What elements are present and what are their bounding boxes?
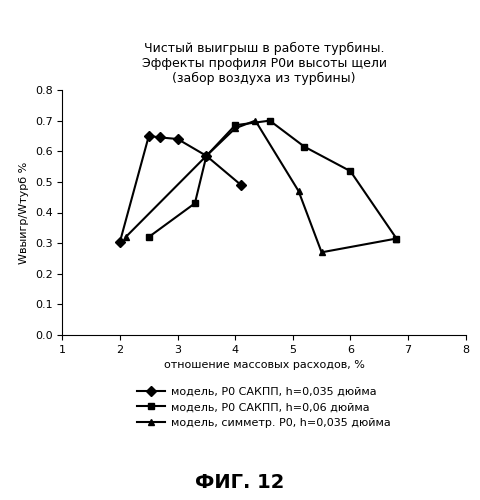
Line: модель, симметр. Р0, h=0,035 дюйма: модель, симметр. Р0, h=0,035 дюйма — [122, 117, 400, 256]
Line: модель, Р0 САКПП, h=0,06 дюйма: модель, Р0 САКПП, h=0,06 дюйма — [145, 117, 400, 242]
Line: модель, Р0 САКПП, h=0,035 дюйма: модель, Р0 САКПП, h=0,035 дюйма — [117, 132, 244, 245]
модель, симметр. Р0, h=0,035 дюйма — [232, 126, 238, 132]
модель, Р0 САКПП, h=0,035 дюйма — [175, 136, 180, 142]
модель, симметр. Р0, h=0,035 дюйма — [319, 250, 324, 256]
Y-axis label: Wвыигр/Wтурб %: Wвыигр/Wтурб % — [19, 162, 29, 264]
модель, Р0 САКПП, h=0,035 дюйма — [238, 182, 244, 188]
модель, симметр. Р0, h=0,035 дюйма — [204, 153, 209, 159]
модель, Р0 САКПП, h=0,035 дюйма — [204, 153, 209, 159]
X-axis label: отношение массовых расходов, %: отношение массовых расходов, % — [164, 360, 364, 370]
Title: Чистый выигрыш в работе турбины.
Эффекты профиля Р0и высоты щели
(забор воздуха : Чистый выигрыш в работе турбины. Эффекты… — [142, 42, 386, 84]
модель, Р0 САКПП, h=0,06 дюйма — [192, 200, 198, 206]
Legend: модель, Р0 САКПП, h=0,035 дюйма, модель, Р0 САКПП, h=0,06 дюйма, модель, симметр: модель, Р0 САКПП, h=0,035 дюйма, модель,… — [133, 382, 395, 432]
модель, Р0 САКПП, h=0,035 дюйма — [157, 134, 163, 140]
модель, Р0 САКПП, h=0,06 дюйма — [146, 234, 152, 240]
модель, Р0 САКПП, h=0,06 дюйма — [394, 236, 399, 242]
модель, Р0 САКПП, h=0,06 дюйма — [301, 144, 307, 150]
модель, Р0 САКПП, h=0,06 дюйма — [348, 168, 353, 174]
модель, Р0 САКПП, h=0,06 дюйма — [204, 153, 209, 159]
модель, Р0 САКПП, h=0,035 дюйма — [117, 238, 123, 244]
Text: ФИГ. 12: ФИГ. 12 — [195, 474, 285, 492]
модель, Р0 САКПП, h=0,06 дюйма — [267, 118, 273, 124]
модель, Р0 САКПП, h=0,035 дюйма — [146, 133, 152, 139]
модель, симметр. Р0, h=0,035 дюйма — [296, 188, 301, 194]
модель, симметр. Р0, h=0,035 дюйма — [252, 118, 258, 124]
модель, Р0 САКПП, h=0,06 дюйма — [232, 122, 238, 128]
модель, симметр. Р0, h=0,035 дюйма — [123, 234, 129, 240]
модель, симметр. Р0, h=0,035 дюйма — [394, 236, 399, 242]
